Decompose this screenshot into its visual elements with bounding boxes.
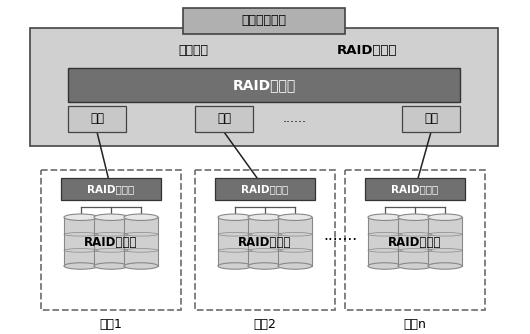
Text: RAID控制器: RAID控制器 bbox=[241, 184, 289, 194]
Ellipse shape bbox=[218, 263, 252, 269]
Bar bbox=[94, 217, 128, 266]
Bar bbox=[278, 217, 312, 266]
Text: 盘仓n: 盘仓n bbox=[403, 319, 427, 332]
Bar bbox=[402, 106, 460, 132]
Ellipse shape bbox=[428, 263, 462, 269]
Text: 盘仓1: 盘仓1 bbox=[100, 319, 122, 332]
Bar bbox=[345, 170, 485, 310]
Text: 对外主机端口: 对外主机端口 bbox=[242, 14, 287, 27]
Ellipse shape bbox=[64, 263, 98, 269]
Text: 接口: 接口 bbox=[90, 113, 104, 126]
Text: RAID控制器: RAID控制器 bbox=[391, 184, 439, 194]
Ellipse shape bbox=[368, 214, 402, 220]
Ellipse shape bbox=[124, 214, 158, 220]
Ellipse shape bbox=[278, 263, 312, 269]
Bar bbox=[398, 217, 432, 266]
Ellipse shape bbox=[428, 214, 462, 220]
Bar bbox=[68, 68, 460, 102]
Text: RAID子系统: RAID子系统 bbox=[84, 236, 138, 249]
Text: 接口: 接口 bbox=[424, 113, 438, 126]
Bar bbox=[195, 106, 253, 132]
Ellipse shape bbox=[248, 263, 282, 269]
Text: 盘仓2: 盘仓2 bbox=[253, 319, 277, 332]
Ellipse shape bbox=[248, 214, 282, 220]
Text: RAID子系统: RAID子系统 bbox=[238, 236, 292, 249]
Ellipse shape bbox=[124, 263, 158, 269]
Ellipse shape bbox=[64, 214, 98, 220]
Text: RAID控制器: RAID控制器 bbox=[87, 184, 135, 194]
Text: RAID主系统: RAID主系统 bbox=[337, 43, 397, 56]
Text: RAID控制器: RAID控制器 bbox=[232, 78, 296, 92]
Bar bbox=[61, 178, 161, 200]
Ellipse shape bbox=[278, 214, 312, 220]
Bar bbox=[428, 217, 462, 266]
Bar bbox=[248, 217, 282, 266]
Ellipse shape bbox=[94, 214, 128, 220]
Bar bbox=[64, 217, 98, 266]
Bar bbox=[218, 217, 252, 266]
Bar bbox=[365, 178, 465, 200]
Bar bbox=[124, 217, 158, 266]
Text: RAID子系统: RAID子系统 bbox=[388, 236, 441, 249]
Bar bbox=[195, 170, 335, 310]
Ellipse shape bbox=[398, 263, 432, 269]
Text: ·······: ······· bbox=[323, 232, 357, 247]
Ellipse shape bbox=[218, 214, 252, 220]
Text: 接口: 接口 bbox=[217, 113, 231, 126]
Text: 系统主板: 系统主板 bbox=[179, 43, 209, 56]
Bar bbox=[68, 106, 126, 132]
Bar bbox=[215, 178, 315, 200]
Bar bbox=[183, 8, 345, 34]
Text: ......: ...... bbox=[283, 113, 307, 126]
Bar bbox=[41, 170, 181, 310]
Ellipse shape bbox=[398, 214, 432, 220]
Ellipse shape bbox=[368, 263, 402, 269]
Ellipse shape bbox=[94, 263, 128, 269]
Bar bbox=[368, 217, 402, 266]
Bar bbox=[30, 28, 498, 146]
